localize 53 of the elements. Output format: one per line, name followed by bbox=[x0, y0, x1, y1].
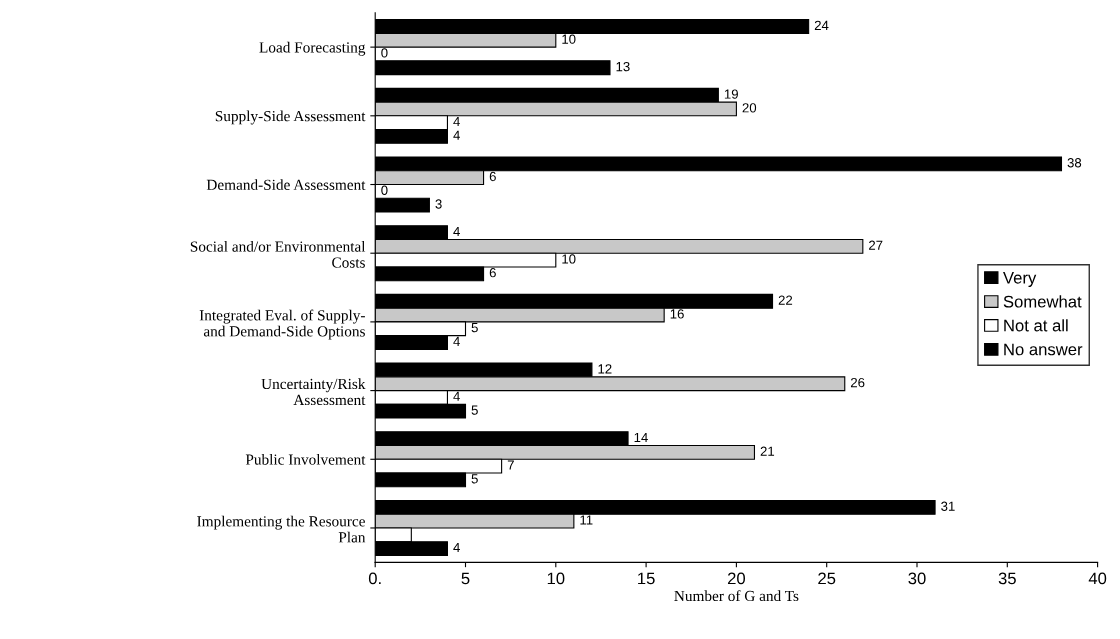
y-tick-label: Implementing the Resource Plan bbox=[197, 515, 366, 543]
y-tick-label: Load Forecasting bbox=[259, 41, 366, 56]
data-label: 7 bbox=[507, 460, 514, 470]
data-label: 24 bbox=[814, 20, 829, 30]
data-label: 4 bbox=[453, 226, 460, 237]
data-label: 5 bbox=[471, 323, 478, 333]
data-label: 11 bbox=[580, 515, 593, 525]
data-label: 14 bbox=[634, 433, 648, 443]
data-label: 6 bbox=[489, 268, 496, 278]
data-label: 38 bbox=[1067, 158, 1082, 168]
x-tick-label: 5 bbox=[461, 572, 470, 585]
data-label: 16 bbox=[670, 309, 684, 319]
legend-label: Very bbox=[1003, 272, 1037, 287]
data-label: 6 bbox=[489, 171, 496, 182]
data-label: 10 bbox=[562, 254, 576, 264]
x-tick-label: 30 bbox=[908, 572, 926, 585]
data-label: 4 bbox=[453, 117, 460, 127]
y-tick-label: Integrated Eval. of Supply- and Demand-Side Options bbox=[199, 309, 365, 340]
x-tick-label: 0. bbox=[368, 572, 381, 585]
data-label: 20 bbox=[742, 103, 757, 113]
data-label: 10 bbox=[562, 34, 576, 44]
data-label: 5 bbox=[471, 474, 478, 484]
y-tick-label: Demand-Side Assessment bbox=[206, 179, 366, 190]
data-label: 5 bbox=[471, 405, 478, 415]
data-label: 0 bbox=[381, 48, 388, 58]
legend-label: No answer bbox=[1004, 343, 1083, 356]
data-label: 27 bbox=[869, 240, 883, 250]
data-label: 3 bbox=[435, 199, 442, 209]
data-label: 19 bbox=[724, 89, 738, 99]
x-tick-label: 20 bbox=[727, 572, 746, 585]
x-tick-label: 25 bbox=[818, 572, 836, 585]
data-label: 26 bbox=[850, 377, 865, 388]
data-label: 13 bbox=[616, 61, 630, 72]
x-tick-label: 15 bbox=[638, 572, 655, 585]
data-label: 22 bbox=[778, 295, 793, 305]
x-tick-label: 40 bbox=[1088, 572, 1107, 585]
x-tick-label: 35 bbox=[998, 572, 1016, 585]
data-label: 21 bbox=[760, 446, 775, 456]
data-label: 4 bbox=[453, 130, 460, 140]
x-tick-label: 10 bbox=[547, 572, 565, 585]
y-tick-label: Uncertainty/Risk Assessment bbox=[261, 378, 366, 406]
data-label: 4 bbox=[453, 542, 460, 552]
data-label: 31 bbox=[941, 501, 955, 511]
y-tick-label: Public Involvement bbox=[245, 453, 366, 465]
data-label: 12 bbox=[598, 364, 612, 374]
x-axis-title: Number of G and Ts bbox=[674, 590, 799, 602]
legend-label: Not at all bbox=[1004, 319, 1068, 332]
data-label: 4 bbox=[453, 391, 460, 401]
data-label: 0 bbox=[381, 185, 388, 195]
legend-label: Somewhat bbox=[1003, 295, 1082, 308]
y-tick-label: Social and/or Environmental Costs bbox=[190, 240, 366, 268]
y-tick-label: Supply-Side Assessment bbox=[215, 110, 366, 125]
data-label: 4 bbox=[453, 336, 460, 346]
